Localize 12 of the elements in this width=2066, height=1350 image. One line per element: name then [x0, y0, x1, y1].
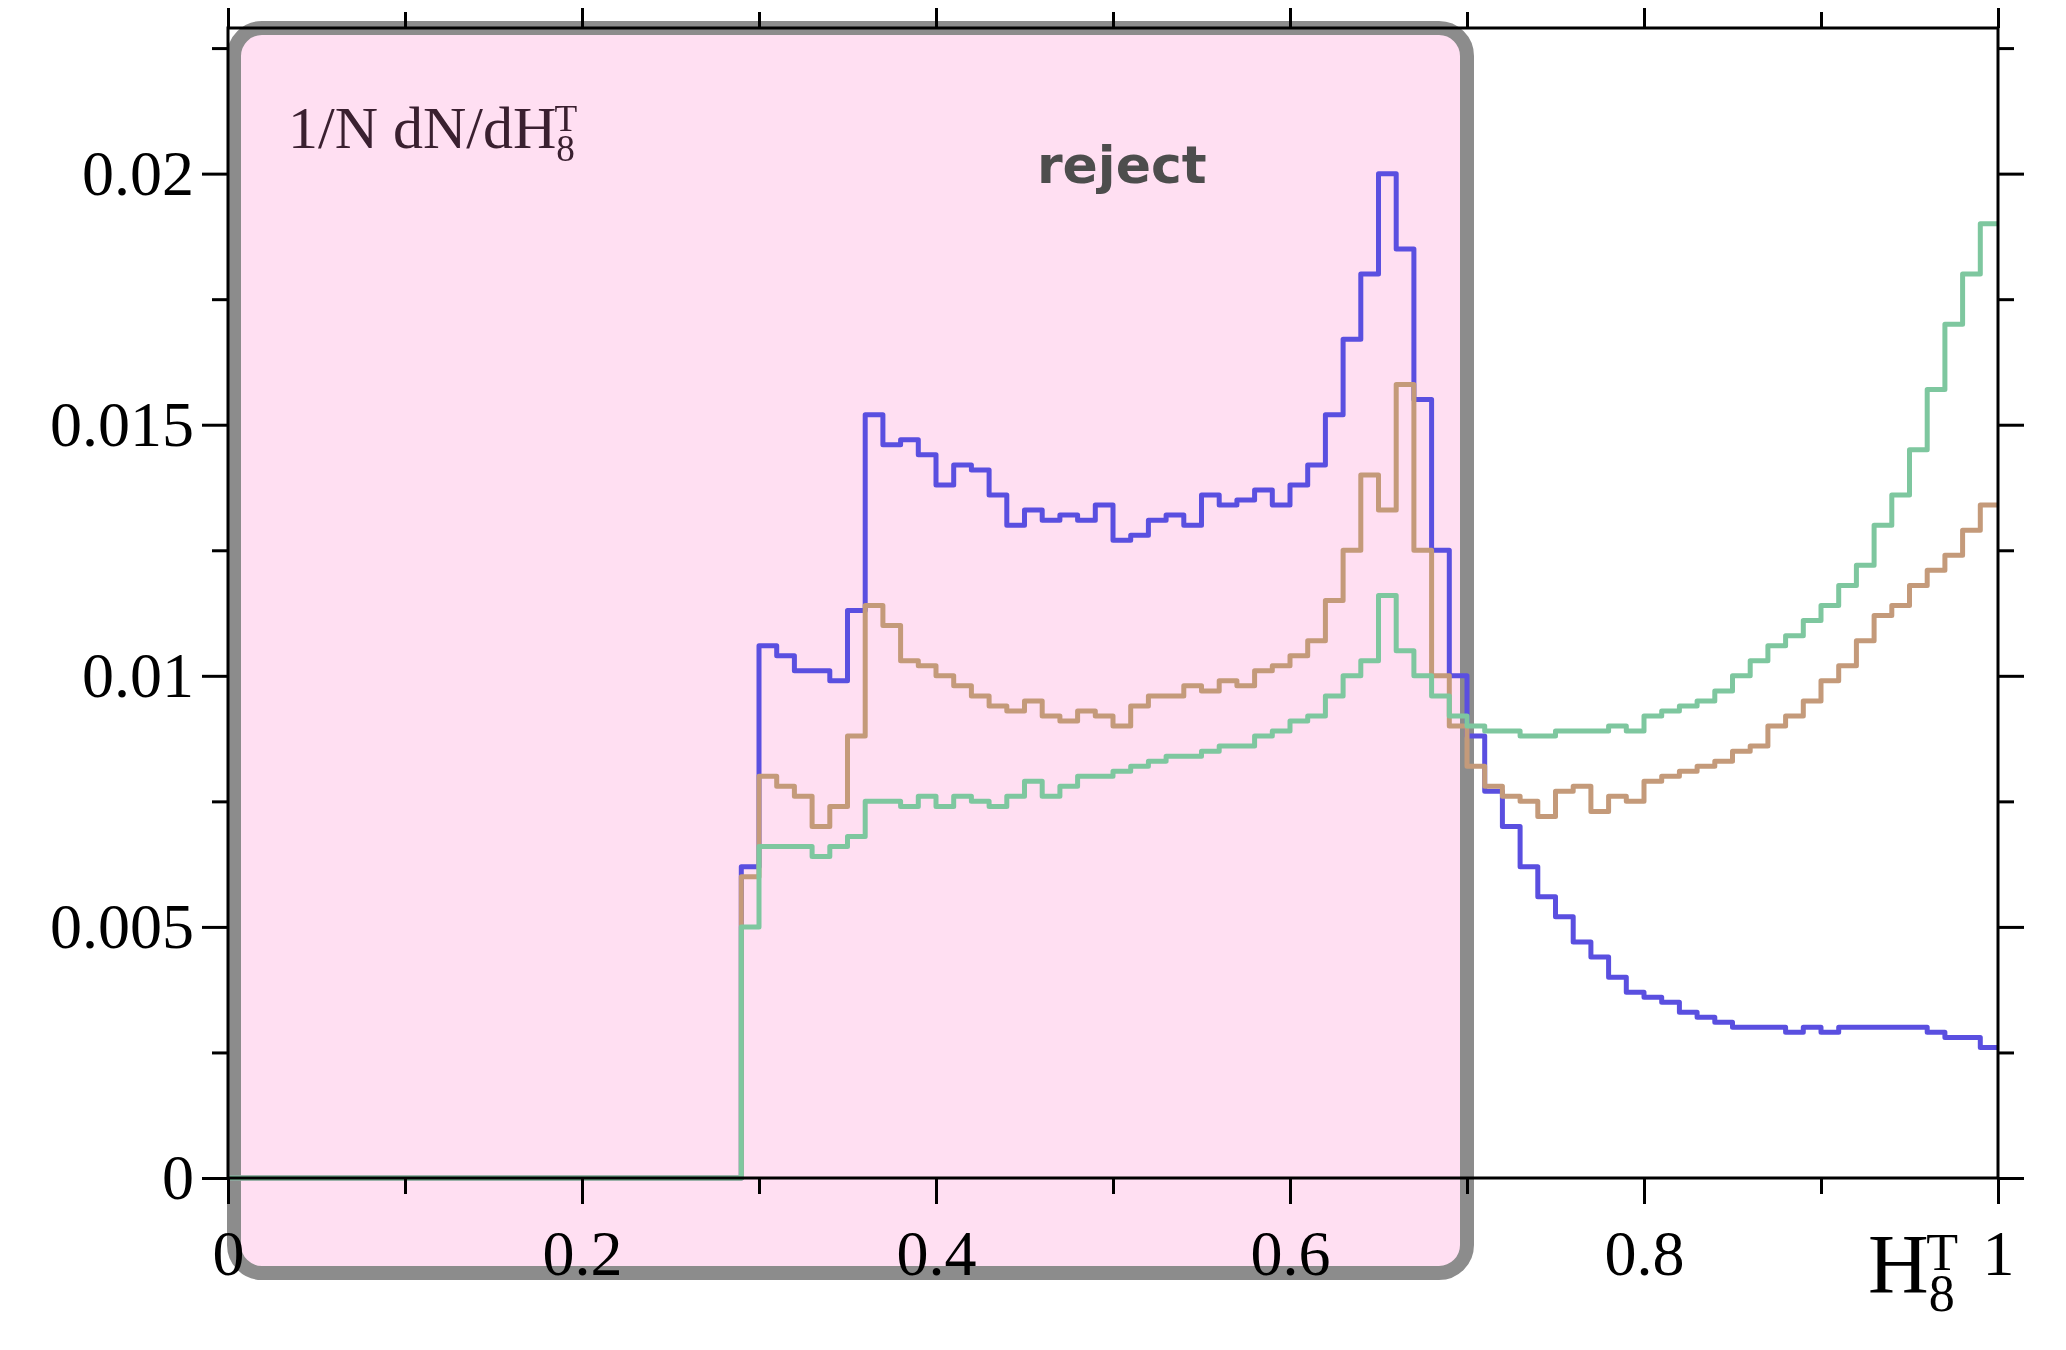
y-tick-label: 0.015 — [50, 388, 194, 460]
x-tick-label: 0.4 — [896, 1218, 977, 1290]
x-tick-label: 0.8 — [1604, 1218, 1685, 1290]
y-tick-label: 0.01 — [82, 639, 194, 711]
x-tick-label: 1 — [1982, 1218, 2015, 1290]
y-tick-label: 0 — [162, 1141, 194, 1213]
y-tick-label: 0.005 — [50, 890, 194, 962]
x-tick-label: 0.6 — [1250, 1218, 1331, 1290]
band-label: reject — [1036, 135, 1207, 195]
x-tick-label: 0.2 — [542, 1218, 623, 1290]
x-tick-label: 0 — [212, 1218, 245, 1290]
y-tick-label: 0.02 — [82, 137, 194, 209]
